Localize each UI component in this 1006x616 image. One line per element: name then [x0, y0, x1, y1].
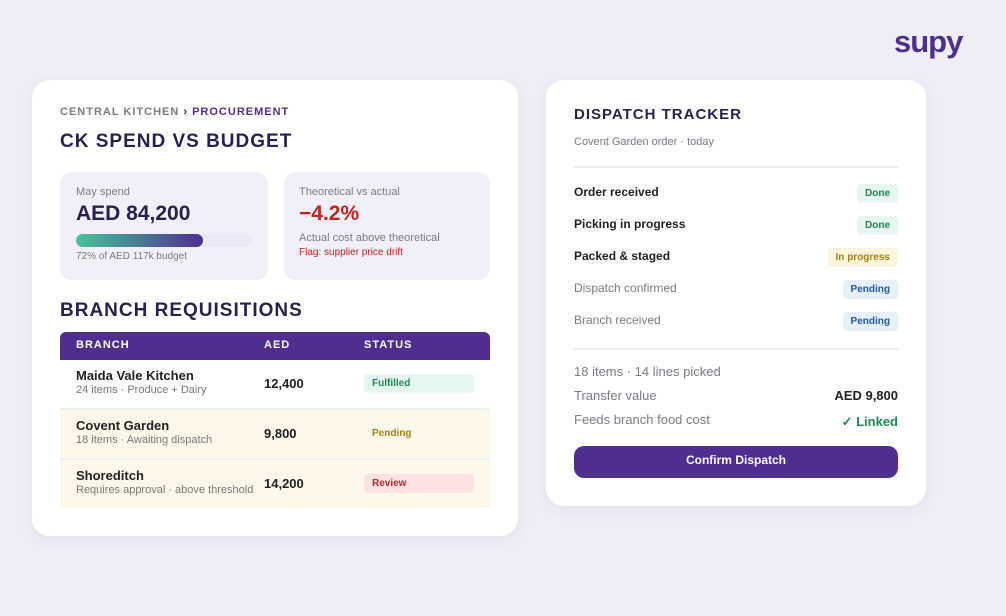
- card-subtitle: Covent Garden order · today: [574, 136, 715, 148]
- status-badge: Pending: [372, 428, 412, 439]
- kpi-flag: Flag: supplier price drift: [299, 247, 403, 258]
- branch-aed: 12,400: [264, 376, 304, 391]
- branch-detail: 18 items · Awaiting dispatch: [76, 434, 213, 446]
- step-status: Done: [857, 216, 898, 235]
- step-label: Packed & staged: [574, 249, 671, 263]
- section-title: BRANCH REQUISITIONS: [60, 300, 303, 321]
- table-row: Covent Garden 18 items · Awaiting dispat…: [60, 410, 490, 460]
- divider: [574, 348, 898, 350]
- food-cost-value: ✓ Linked: [841, 414, 898, 429]
- column-header: BRANCH: [76, 339, 130, 351]
- status-badge: Review: [364, 474, 474, 493]
- step-status: Pending: [842, 312, 898, 331]
- step-label: Order received: [574, 185, 659, 199]
- progress-fill: [76, 234, 203, 247]
- table-header: BRANCH AED STATUS: [60, 332, 490, 360]
- transfer-value: AED 9,800: [834, 388, 898, 403]
- divider: [574, 166, 898, 168]
- column-header: STATUS: [364, 339, 413, 351]
- table-row: Maida Vale Kitchen 24 items · Produce + …: [60, 360, 490, 410]
- kpi-value: −4.2%: [299, 202, 360, 225]
- branch-detail: 24 items · Produce + Dairy: [76, 384, 207, 396]
- kpi-value: AED 84,200: [76, 202, 191, 225]
- food-cost-label: Feeds branch food cost: [574, 412, 710, 427]
- step-label: Picking in progress: [574, 217, 686, 231]
- step-status: In progress: [827, 248, 898, 267]
- table-row: Shoreditch Requires approval · above thr…: [60, 460, 490, 508]
- branch-name: Maida Vale Kitchen: [76, 368, 194, 383]
- transfer-label: Transfer value: [574, 388, 657, 403]
- branch-aed: 9,800: [264, 426, 297, 441]
- spend-kpi: May spend AED 84,200 72% of AED 117k bud…: [60, 172, 268, 280]
- confirm-button[interactable]: Confirm Dispatch: [574, 446, 898, 478]
- breadcrumb-current: PROCUREMENT: [192, 106, 290, 118]
- procurement-card: CENTRAL KITCHEN › PROCUREMENT CK SPEND V…: [32, 80, 518, 536]
- step-status: Pending: [842, 280, 898, 299]
- breadcrumb-parent: CENTRAL KITCHEN: [60, 106, 180, 118]
- branch-detail: Requires approval · above threshold: [76, 484, 254, 496]
- summary: 18 items · 14 lines picked: [574, 364, 721, 379]
- card-title: CK SPEND VS BUDGET: [60, 131, 293, 152]
- step-status: Done: [857, 184, 898, 203]
- dispatch-card: DISPATCH TRACKER Covent Garden order · t…: [546, 80, 926, 506]
- step-label: Branch received: [574, 313, 661, 327]
- breadcrumb: CENTRAL KITCHEN › PROCUREMENT: [60, 106, 289, 118]
- branch-name: Covent Garden: [76, 418, 170, 433]
- branch-name: Shoreditch: [76, 468, 144, 483]
- card-title: DISPATCH TRACKER: [574, 106, 742, 123]
- status-badge: Fulfilled: [364, 374, 474, 393]
- progress-track: [76, 234, 252, 247]
- kpi-label: Theoretical vs actual: [299, 186, 400, 198]
- logo: supy: [894, 24, 963, 59]
- breadcrumb-separator: ›: [183, 106, 189, 118]
- progress-label: 72% of AED 117k budget: [76, 251, 188, 262]
- step-label: Dispatch confirmed: [574, 281, 677, 295]
- column-header: AED: [264, 339, 291, 351]
- kpi-label: May spend: [76, 186, 130, 198]
- kpi-note: Actual cost above theoretical: [299, 232, 440, 244]
- variance-kpi: Theoretical vs actual −4.2% Actual cost …: [284, 172, 490, 280]
- branch-aed: 14,200: [264, 476, 304, 491]
